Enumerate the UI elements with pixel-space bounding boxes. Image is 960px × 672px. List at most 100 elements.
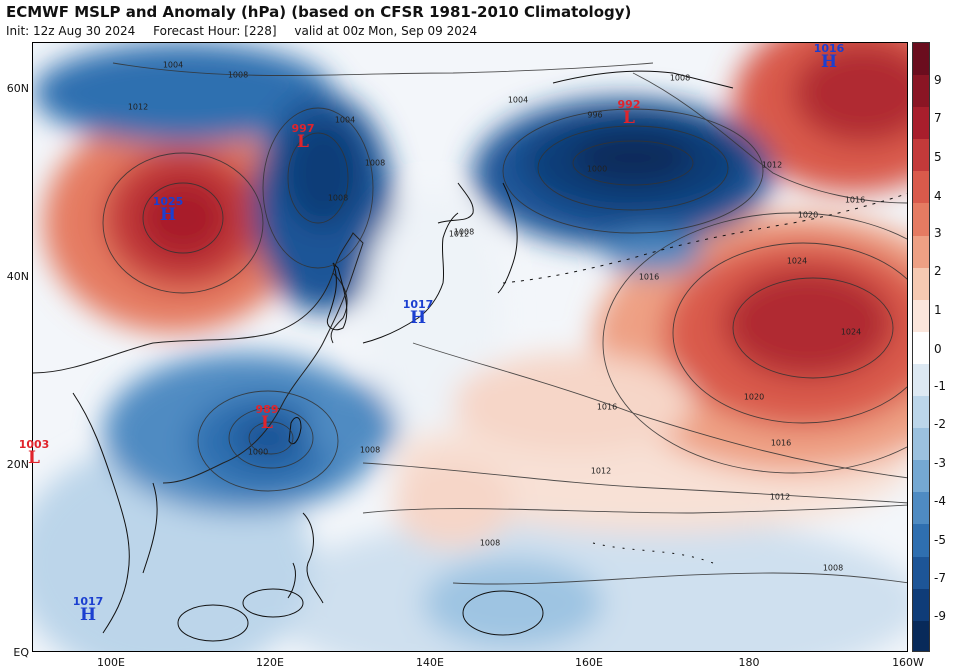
low-symbol: L <box>28 448 40 468</box>
pressure-value: 989 <box>255 403 279 416</box>
anomaly-field <box>33 43 907 651</box>
colorbar-label: 7 <box>934 111 942 125</box>
colorbar-segment <box>913 460 929 493</box>
colorbar-label: 9 <box>934 73 942 87</box>
colorbar-label: -5 <box>934 533 946 547</box>
low-pressure-center: 992 L <box>618 99 641 127</box>
colorbar-label: 4 <box>934 189 942 203</box>
isobar-label: 1004 <box>334 115 356 125</box>
colorbar-segment <box>913 396 929 429</box>
lon-label-160w: 160W <box>892 656 924 669</box>
isobar-label: 1008 <box>364 158 386 168</box>
pressure-value: 1025 <box>152 195 184 208</box>
isobar-label: 1016 <box>638 272 660 282</box>
high-symbol: H <box>159 205 177 225</box>
colorbar-segment <box>913 203 929 236</box>
isobars <box>102 62 907 585</box>
isobar-label: 1012 <box>769 492 791 502</box>
lat-label-60n: 60N <box>6 82 29 95</box>
high-symbol: H <box>409 308 427 328</box>
isobar-label: 1000 <box>586 164 608 174</box>
isobar-label: 1012 <box>448 229 470 239</box>
colorbar-segment <box>913 171 929 204</box>
colorbar-label: 3 <box>934 226 942 240</box>
colorbar-segment <box>913 107 929 140</box>
isobar-label: 1012 <box>590 466 612 476</box>
colorbar-segment <box>913 235 929 268</box>
colorbar-segment <box>913 267 929 300</box>
isobar-label: 1008 <box>359 445 381 455</box>
isobar-label: 996 <box>587 110 603 120</box>
colorbar-label: 2 <box>934 264 942 278</box>
pressure-value: 997 <box>291 122 315 135</box>
isobar-label: 1000 <box>247 447 269 457</box>
init-time: Init: 12z Aug 30 2024 <box>6 24 136 38</box>
low-symbol: L <box>297 132 309 152</box>
forecast-hour: Forecast Hour: [228] <box>153 24 277 38</box>
isobar-label: 1008 <box>227 70 249 80</box>
isobar-label: 1008 <box>327 193 349 203</box>
lat-label-40n: 40N <box>6 270 29 283</box>
high-symbol: H <box>79 605 97 625</box>
high-pressure-center: 1017 H <box>403 299 434 327</box>
colorbar-label: -4 <box>934 494 946 508</box>
lat-label-20n: 20N <box>6 458 29 471</box>
lon-label-180: 180 <box>738 656 760 669</box>
colorbar-segment <box>913 524 929 557</box>
lon-label-100e: 100E <box>97 656 125 669</box>
colorbar <box>912 42 930 652</box>
high-pressure-center: 1017 H <box>73 596 104 624</box>
low-pressure-center: 997 L <box>292 123 315 151</box>
colorbar-segment <box>913 620 929 651</box>
chart-title: ECMWF MSLP and Anomaly (hPa) (based on C… <box>6 3 632 21</box>
colorbar-segment <box>913 428 929 461</box>
pressure-value: 1016 <box>813 42 845 55</box>
lon-label-140e: 140E <box>416 656 444 669</box>
pressure-value: 1017 <box>72 595 104 608</box>
isobar-label: 1008 <box>669 73 691 83</box>
colorbar-label: -7 <box>934 571 946 585</box>
anomaly-map <box>33 43 907 651</box>
colorbar-label: 0 <box>934 342 942 356</box>
isobar-label: 1024 <box>840 327 862 337</box>
pressure-value: 1003 <box>18 438 50 451</box>
isobar-label: 1016 <box>596 402 618 412</box>
map-panel <box>32 42 908 652</box>
low-symbol: L <box>623 108 635 128</box>
colorbar-label: -3 <box>934 456 946 470</box>
colorbar-label: -1 <box>934 379 946 393</box>
colorbar-segment <box>913 43 929 76</box>
high-pressure-center: 1025 H <box>153 196 184 224</box>
chart-subtitle: Init: 12z Aug 30 2024 Forecast Hour: [22… <box>6 24 491 38</box>
colorbar-segment <box>913 299 929 332</box>
isobar-label: 1008 <box>479 538 501 548</box>
colorbar-segment <box>913 588 929 621</box>
lon-label-160e: 160E <box>575 656 603 669</box>
pressure-value: 992 <box>617 98 641 111</box>
low-pressure-center: 989 L <box>256 404 279 432</box>
lat-label-eq: EQ <box>13 646 29 659</box>
colorbar-label: -2 <box>934 417 946 431</box>
isobar-label: 1004 <box>507 95 529 105</box>
colorbar-segment <box>913 139 929 172</box>
isobar-label: 1024 <box>786 256 808 266</box>
valid-time: valid at 00z Mon, Sep 09 2024 <box>294 24 478 38</box>
lon-label-120e: 120E <box>256 656 284 669</box>
colorbar-segment <box>913 331 929 364</box>
colorbar-segment <box>913 75 929 108</box>
isobar-label: 1012 <box>127 102 149 112</box>
high-symbol: H <box>820 52 838 72</box>
isobar-label: 1016 <box>770 438 792 448</box>
isobar-label: 1012 <box>761 160 783 170</box>
isobar-label: 1016 <box>844 195 866 205</box>
low-symbol: L <box>261 413 273 433</box>
pressure-value: 1017 <box>402 298 434 311</box>
high-pressure-center: 1016 H <box>814 43 845 71</box>
low-pressure-center: 1003 L <box>19 439 50 467</box>
colorbar-segment <box>913 492 929 525</box>
colorbar-label: -9 <box>934 609 946 623</box>
colorbar-segment <box>913 556 929 589</box>
colorbar-label: 5 <box>934 150 942 164</box>
isobar-label: 1008 <box>453 227 475 237</box>
colorbar-label: 1 <box>934 303 942 317</box>
